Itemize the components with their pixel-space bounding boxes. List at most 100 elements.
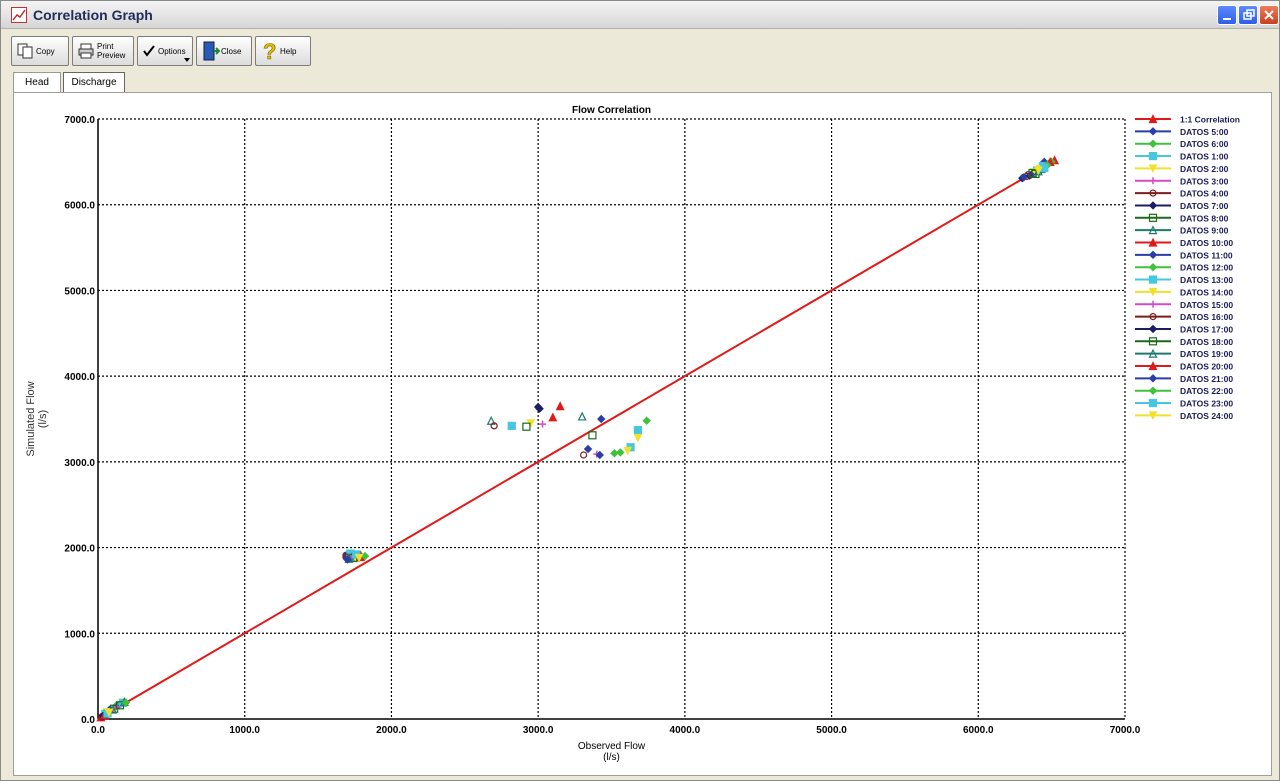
- data-point: [595, 450, 604, 460]
- data-point: [104, 708, 114, 718]
- y-tick-label: 3000.0: [64, 458, 95, 469]
- legend-marker: [1148, 164, 1158, 174]
- data-point: [555, 401, 565, 411]
- legend-entry: DATOS 9:00: [1180, 226, 1229, 236]
- legend-entry: DATOS 12:00: [1180, 263, 1233, 273]
- legend-marker: [1149, 189, 1157, 197]
- help-button[interactable]: ? Help: [255, 36, 311, 66]
- data-point: [583, 444, 593, 454]
- legend-marker: [1148, 237, 1158, 247]
- close-label: Close: [221, 47, 242, 56]
- legend-marker: [1148, 225, 1158, 235]
- legend-marker: [1148, 213, 1158, 222]
- minimize-icon: [1223, 18, 1231, 20]
- data-point: [633, 433, 643, 443]
- legend-marker: [1148, 114, 1158, 124]
- chart-app-icon: [11, 7, 27, 23]
- legend-entry: DATOS 8:00: [1180, 213, 1229, 223]
- data-point: [1019, 173, 1028, 182]
- help-question-icon: ?: [263, 40, 277, 62]
- x-axis-label: (l/s): [603, 752, 620, 763]
- data-point: [548, 412, 558, 422]
- legend-entry: DATOS 16:00: [1180, 312, 1233, 322]
- options-button[interactable]: Options: [137, 36, 193, 66]
- legend-marker: [1148, 262, 1158, 272]
- x-tick-label: 1000.0: [229, 725, 260, 736]
- x-tick-label: 0.0: [91, 725, 105, 736]
- data-point: [642, 416, 651, 425]
- legend-entry: DATOS 15:00: [1180, 300, 1233, 310]
- legend-marker: [1148, 348, 1158, 358]
- close-window-button[interactable]: [1259, 5, 1279, 25]
- legend-entry: DATOS 5:00: [1180, 127, 1229, 137]
- print-preview-button[interactable]: Print Preview: [72, 36, 134, 66]
- copy-button[interactable]: Copy: [11, 36, 69, 66]
- svg-text:?: ?: [263, 40, 276, 62]
- dropdown-arrow-icon: [184, 58, 190, 62]
- copy-icon: [17, 43, 33, 59]
- data-point: [623, 446, 632, 456]
- legend-marker: [1148, 287, 1158, 297]
- x-tick-label: 2000.0: [376, 725, 407, 736]
- data-point: [507, 421, 516, 430]
- legend-entry: DATOS 3:00: [1180, 176, 1229, 186]
- close-button[interactable]: Close: [196, 36, 252, 66]
- title-bar[interactable]: Correlation Graph: [1, 1, 1279, 29]
- y-tick-label: 6000.0: [64, 201, 95, 212]
- legend-marker: [1148, 250, 1158, 260]
- legend-marker: [1148, 127, 1158, 136]
- help-label: Help: [280, 47, 297, 56]
- restore-button[interactable]: [1238, 5, 1258, 25]
- y-tick-label: 0.0: [81, 715, 95, 726]
- x-tick-label: 7000.0: [1110, 725, 1141, 736]
- legend-marker: [1148, 361, 1158, 371]
- legend-entry: DATOS 23:00: [1180, 399, 1233, 409]
- data-point: [535, 404, 544, 413]
- data-point: [354, 553, 364, 563]
- legend-entry: DATOS 20:00: [1180, 362, 1233, 372]
- legend-marker: [1148, 386, 1158, 395]
- y-tick-label: 4000.0: [64, 372, 95, 383]
- data-point: [343, 555, 352, 564]
- legend-entry: DATOS 2:00: [1180, 164, 1229, 174]
- legend-marker: [1148, 324, 1158, 334]
- copy-label: Copy: [36, 47, 55, 56]
- legend-entry: DATOS 11:00: [1180, 250, 1233, 260]
- y-tick-label: 5000.0: [64, 286, 95, 297]
- y-tick-label: 2000.0: [64, 544, 95, 555]
- data-point: [580, 451, 588, 459]
- legend-entry: DATOS 24:00: [1180, 411, 1233, 421]
- legend-entry: DATOS 1:00: [1180, 152, 1229, 162]
- window-title: Correlation Graph: [33, 7, 153, 23]
- plot-area: Flow Correlation 0.0 0.0 1000.0 1000.0 2000.0…: [13, 92, 1272, 776]
- legend-entry: DATOS 17:00: [1180, 324, 1233, 334]
- minimize-button[interactable]: [1217, 5, 1237, 25]
- y-tick-label: 1000.0: [64, 629, 95, 640]
- legend-entry: DATOS 18:00: [1180, 337, 1233, 347]
- data-point: [121, 698, 131, 707]
- legend-marker: [1148, 151, 1158, 161]
- legend-marker: [1149, 300, 1157, 308]
- legend-entry: DATOS 6:00: [1180, 139, 1229, 149]
- data-point: [1028, 168, 1037, 178]
- tab-head[interactable]: Head: [13, 72, 61, 92]
- legend-marker: [1149, 177, 1157, 185]
- legend-entry: DATOS 21:00: [1180, 374, 1233, 384]
- restore-icon: [1243, 9, 1255, 20]
- correlation-line: [97, 160, 1053, 720]
- x-tick-label: 3000.0: [523, 725, 554, 736]
- x-axis-label: Observed Flow: [578, 741, 646, 752]
- data-point: [633, 426, 643, 435]
- data-point: [577, 411, 587, 421]
- legend-entry: DATOS 19:00: [1180, 349, 1233, 359]
- y-axis-label: Simulated Flow: [25, 381, 37, 456]
- x-tick-label: 6000.0: [963, 725, 994, 736]
- tab-discharge[interactable]: Discharge: [63, 72, 125, 92]
- legend-entry: DATOS 13:00: [1180, 275, 1233, 285]
- legend-marker: [1148, 139, 1158, 148]
- x-tick-label: 5000.0: [816, 725, 847, 736]
- options-label: Options: [158, 47, 186, 56]
- chart-title: Flow Correlation: [572, 105, 651, 116]
- legend-entry: DATOS 10:00: [1180, 238, 1233, 248]
